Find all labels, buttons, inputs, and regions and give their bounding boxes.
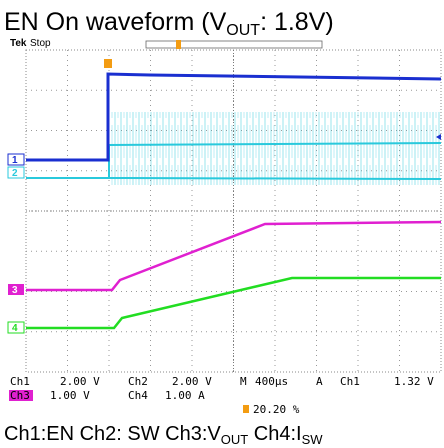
scope-page: EN On waveform (VOUT: 1.8V) Tek Stop 1 2… xyxy=(0,0,444,448)
run-status: Stop xyxy=(30,38,51,49)
brand: Tek xyxy=(10,38,27,49)
trigger-position xyxy=(104,59,112,68)
status-label: M xyxy=(240,375,247,388)
ch-marker: 4 xyxy=(12,323,18,334)
title: EN On waveform (VOUT: 1.8V) xyxy=(4,8,334,39)
position-icon xyxy=(243,405,249,413)
status-label: Ch4 xyxy=(128,389,148,402)
record-marker xyxy=(176,40,181,49)
screen xyxy=(26,50,441,372)
ch2-noise-band xyxy=(110,112,441,185)
ch-marker: 3 xyxy=(12,285,18,296)
status-value: 2.00 V xyxy=(172,375,212,388)
position-value: 20.20 % xyxy=(253,403,300,416)
status-label: Ch3 xyxy=(10,389,30,402)
ch2-trace-low xyxy=(109,178,441,179)
ch-marker: 1 xyxy=(12,155,18,166)
status-bar: Ch1 2.00 V Ch2 2.00 V M 400µs A Ch1 1.32… xyxy=(9,375,434,416)
ch-marker: 2 xyxy=(12,168,18,179)
caption: Ch1:EN Ch2: SW Ch3:VOUT Ch4:ISW xyxy=(4,423,323,447)
status-value: 400µs xyxy=(255,375,288,388)
record-bar xyxy=(146,41,322,48)
status-label: Ch2 xyxy=(128,375,148,388)
status-value: 1.00 V xyxy=(50,389,90,402)
status-label: A xyxy=(316,375,323,388)
status-label: Ch1 xyxy=(340,375,360,388)
status-value: 1.00 A xyxy=(165,389,205,402)
status-value: 1.32 V xyxy=(394,375,434,388)
status-label: Ch1 xyxy=(10,375,30,388)
channel-markers: 1 2 3 4 xyxy=(8,154,24,334)
status-value: 2.00 V xyxy=(60,375,100,388)
